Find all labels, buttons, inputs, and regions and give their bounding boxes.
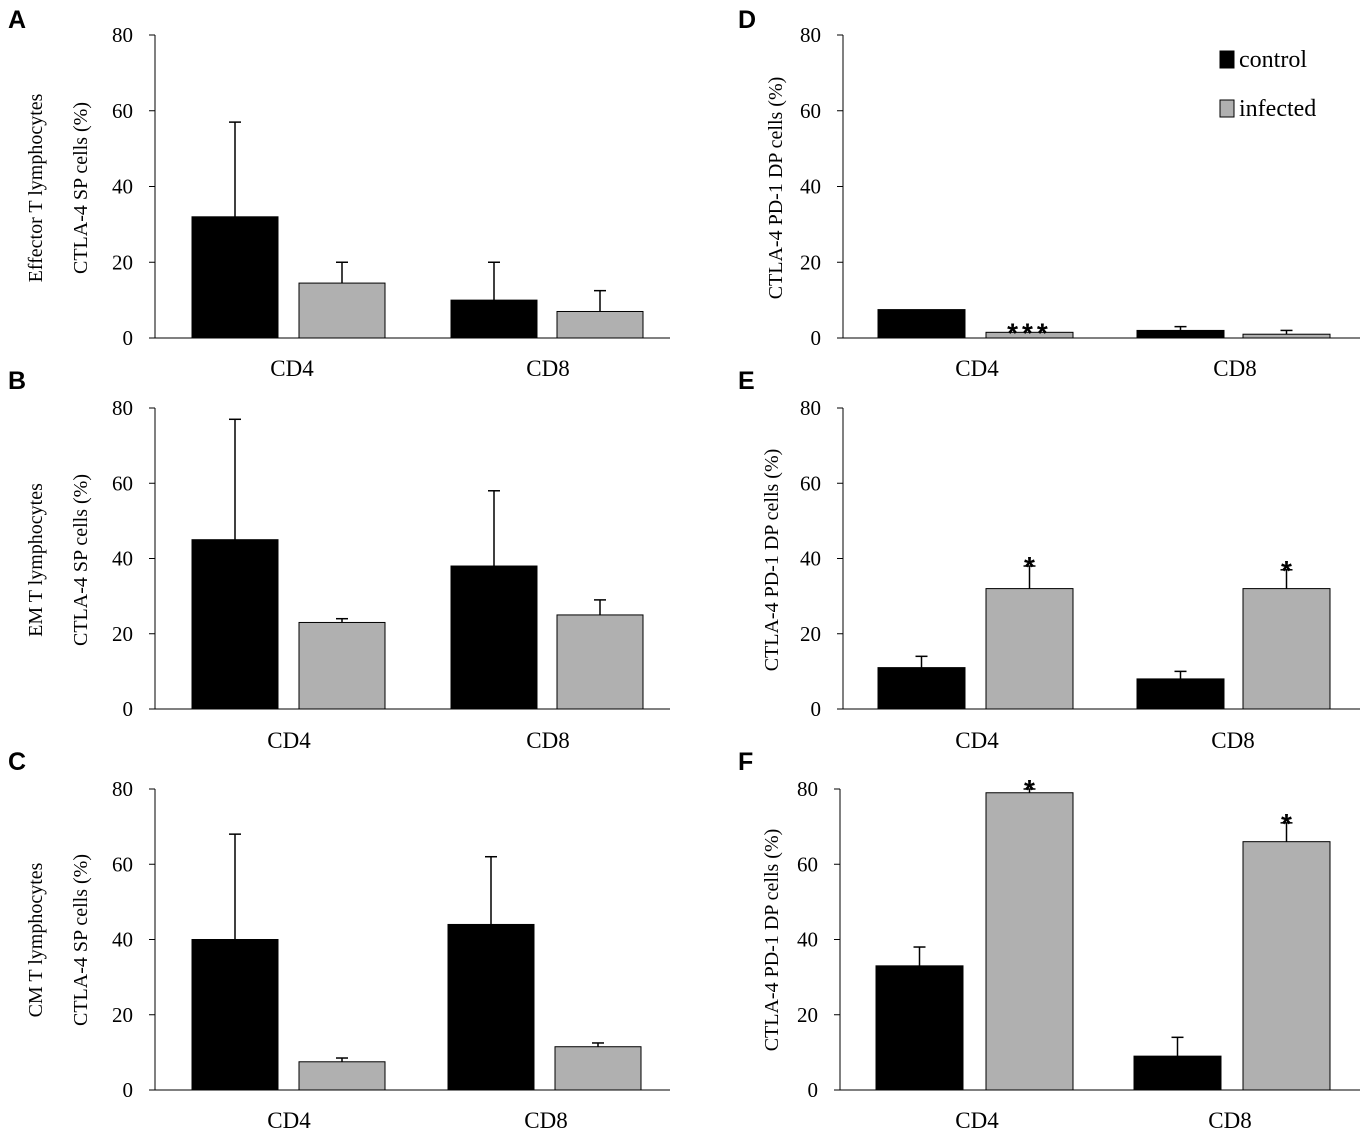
significance-marker: * bbox=[1024, 551, 1035, 582]
y-tick-label: 80 bbox=[800, 23, 821, 47]
panel-d: D CTLA-4 PD-1 DP cells (%) 0 20 40 60 80 CD4 CD8… bbox=[738, 6, 1360, 381]
y-tick-label: 20 bbox=[800, 622, 821, 646]
bar-control-cd4 bbox=[191, 216, 279, 339]
y-tick-label: 60 bbox=[800, 99, 821, 123]
x-category-label: CD8 bbox=[524, 1108, 567, 1133]
panel-letter: A bbox=[8, 6, 26, 34]
x-category-label: CD4 bbox=[955, 356, 999, 381]
panel-f: F CTLA-4 PD-1 DP cells (%) 0 20 40 60 80 CD4 CD8… bbox=[738, 748, 1360, 1133]
x-category-label: CD8 bbox=[1208, 1108, 1251, 1133]
y-tick-label: 20 bbox=[112, 1003, 133, 1027]
x-category-label: CD8 bbox=[526, 356, 569, 381]
y-tick-label: 20 bbox=[112, 622, 133, 646]
bar-control-cd8 bbox=[1133, 1055, 1222, 1091]
y-tick-label: 40 bbox=[797, 928, 818, 952]
panel-letter: B bbox=[8, 367, 26, 395]
x-category-label: CD4 bbox=[955, 1108, 999, 1133]
panel-letter: D bbox=[738, 6, 756, 34]
y-tick-label: 0 bbox=[811, 326, 822, 350]
significance-marker: * bbox=[1281, 555, 1292, 586]
bar-control-cd8 bbox=[450, 299, 538, 339]
y-axis-label: CTLA-4 SP cells (%) bbox=[70, 854, 92, 1026]
significance-marker: * bbox=[1024, 774, 1035, 805]
y-axis-label: CTLA-4 PD-1 DP cells (%) bbox=[761, 449, 783, 672]
bar-infected-cd4 bbox=[985, 331, 1074, 339]
panel-letter: F bbox=[738, 748, 753, 776]
bar-infected-cd8 bbox=[556, 614, 644, 710]
x-category-label: CD4 bbox=[267, 1108, 311, 1133]
legend-label-infected: infected bbox=[1239, 96, 1316, 122]
legend-swatch-control bbox=[1219, 50, 1235, 69]
y-tick-label: 60 bbox=[800, 471, 821, 495]
bar-infected-cd4 bbox=[985, 792, 1074, 1091]
bar-control-cd4 bbox=[191, 939, 279, 1091]
y-tick-label: 40 bbox=[800, 547, 821, 571]
panel-letter: E bbox=[738, 367, 755, 395]
y-axis-label: CTLA-4 SP cells (%) bbox=[70, 474, 92, 646]
significance-marker: * bbox=[1281, 808, 1292, 839]
bar-infected-cd4 bbox=[985, 588, 1074, 710]
panel-b: B EM T lymphocytes CTLA-4 SP cells (%) 0 20 4… bbox=[8, 367, 670, 753]
panel-c: C CM T lymphocytes CTLA-4 SP cells (%) 0 20 4… bbox=[8, 748, 670, 1133]
bar-control-cd8 bbox=[1136, 678, 1225, 710]
y-tick-label: 40 bbox=[112, 547, 133, 571]
x-category-label: CD8 bbox=[526, 728, 569, 753]
bar-control-cd8 bbox=[1136, 329, 1225, 339]
y-tick-label: 60 bbox=[112, 852, 133, 876]
bar-infected-cd4 bbox=[298, 282, 386, 339]
legend-swatch-infected bbox=[1219, 99, 1235, 118]
legend-label-control: control bbox=[1239, 47, 1307, 73]
y-tick-label: 60 bbox=[112, 471, 133, 495]
y-axis-label: CTLA-4 PD-1 DP cells (%) bbox=[765, 77, 787, 300]
y-tick-label: 40 bbox=[112, 928, 133, 952]
x-category-label: CD4 bbox=[955, 728, 999, 753]
bar-control-cd4 bbox=[875, 965, 964, 1091]
y-axis-label: CTLA-4 SP cells (%) bbox=[70, 102, 92, 274]
bar-infected-cd8 bbox=[1242, 588, 1331, 710]
bar-control-cd8 bbox=[450, 565, 538, 710]
y-tick-label: 80 bbox=[112, 396, 133, 420]
bar-control-cd8 bbox=[447, 923, 535, 1091]
y-tick-label: 80 bbox=[797, 777, 818, 801]
y-tick-label: 0 bbox=[808, 1078, 819, 1102]
y-tick-label: 0 bbox=[123, 697, 134, 721]
y-tick-label: 40 bbox=[800, 175, 821, 199]
panel-e: E CTLA-4 PD-1 DP cells (%) 0 20 40 60 80 CD4 CD8… bbox=[738, 367, 1360, 753]
panel-letter: C bbox=[8, 748, 26, 776]
bar-infected-cd8 bbox=[556, 310, 644, 339]
y-tick-label: 80 bbox=[112, 23, 133, 47]
y-tick-label: 0 bbox=[811, 697, 822, 721]
bar-infected-cd8 bbox=[1242, 333, 1331, 339]
bar-infected-cd4 bbox=[298, 621, 386, 710]
bar-control-cd4 bbox=[877, 667, 966, 710]
y-axis-label: CTLA-4 PD-1 DP cells (%) bbox=[761, 829, 783, 1052]
x-category-label: CD4 bbox=[270, 356, 314, 381]
y-tick-label: 20 bbox=[797, 1003, 818, 1027]
y-tick-label: 0 bbox=[123, 1078, 134, 1102]
bar-control-cd4 bbox=[191, 539, 279, 710]
x-category-label: CD4 bbox=[267, 728, 311, 753]
y-tick-label: 20 bbox=[112, 250, 133, 274]
y-tick-label: 20 bbox=[800, 250, 821, 274]
y-tick-label: 40 bbox=[112, 175, 133, 199]
bar-infected-cd4 bbox=[298, 1061, 386, 1091]
x-category-label: CD8 bbox=[1211, 728, 1254, 753]
x-category-label: CD8 bbox=[1213, 356, 1256, 381]
y-tick-label: 80 bbox=[800, 396, 821, 420]
y-axis-label: Effector T lymphocytes bbox=[25, 93, 47, 282]
legend: control infected bbox=[1219, 47, 1316, 122]
y-axis-label: EM T lymphocytes bbox=[25, 483, 47, 637]
y-tick-label: 60 bbox=[797, 852, 818, 876]
significance-marker: *** bbox=[1007, 317, 1052, 348]
bar-infected-cd8 bbox=[554, 1046, 642, 1091]
y-tick-label: 60 bbox=[112, 99, 133, 123]
bar-control-cd4 bbox=[877, 309, 966, 339]
bar-infected-cd8 bbox=[1242, 841, 1331, 1091]
y-tick-label: 0 bbox=[123, 326, 134, 350]
panel-a: A Effector T lymphocytes CTLA-4 SP cells (… bbox=[8, 6, 670, 381]
y-tick-label: 80 bbox=[112, 777, 133, 801]
y-axis-label: CM T lymphocytes bbox=[25, 862, 47, 1017]
